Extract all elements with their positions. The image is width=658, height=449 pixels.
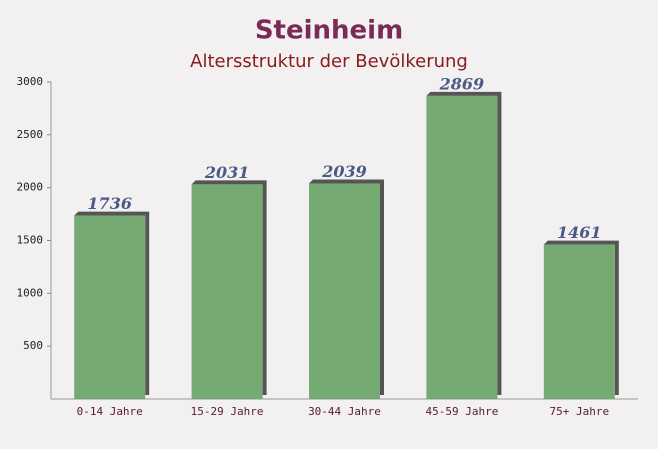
value-label: 2869 <box>439 74 485 93</box>
bar <box>309 183 380 399</box>
bar <box>426 95 498 399</box>
chart-title: Steinheim <box>255 16 403 46</box>
x-tick-label: 15-29 Jahre <box>191 405 264 418</box>
x-tick-label: 45-59 Jahre <box>425 405 498 418</box>
x-tick-label: 0-14 Jahre <box>77 405 143 418</box>
chart-subtitle: Altersstruktur der Bevölkerung <box>190 51 468 72</box>
y-tick-label: 1500 <box>17 234 44 247</box>
y-tick-label: 3000 <box>17 75 44 88</box>
x-tick-label: 30-44 Jahre <box>308 405 381 418</box>
y-tick-label: 2000 <box>17 181 44 194</box>
y-tick-label: 1000 <box>17 286 44 299</box>
y-tick-label: 500 <box>23 339 43 352</box>
value-label: 1461 <box>557 223 602 242</box>
x-tick-label: 75+ Jahre <box>549 405 609 418</box>
bar <box>191 184 263 399</box>
bar <box>74 215 146 399</box>
value-label: 2031 <box>204 163 250 182</box>
bar <box>543 244 615 399</box>
value-label: 2039 <box>321 162 367 181</box>
value-label: 1736 <box>87 194 132 213</box>
y-tick-label: 2500 <box>17 128 44 141</box>
